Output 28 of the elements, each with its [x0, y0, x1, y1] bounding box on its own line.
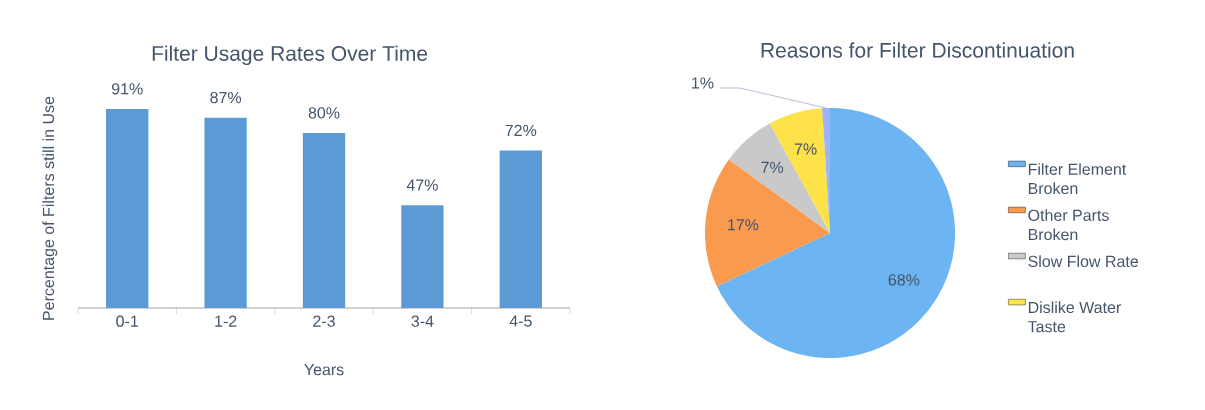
legend-label: Other Parts Broken — [1028, 209, 1109, 241]
bar — [499, 150, 542, 308]
bar — [401, 205, 444, 308]
data-label: 80% — [308, 107, 340, 119]
data-label: 7% — [761, 161, 784, 173]
data-label: 87% — [210, 91, 242, 104]
bar — [106, 109, 149, 308]
chart-title: Filter Usage Rates Over Time — [152, 45, 428, 66]
data-label: 47% — [406, 179, 438, 191]
x-tick-label: 0-1 — [116, 315, 138, 327]
x-tick-label: 3-4 — [411, 315, 434, 327]
legend-label: Slow Flow Rate — [1028, 255, 1139, 268]
legend-label: Filter Element Broken — [1028, 163, 1127, 195]
data-label: 72% — [505, 124, 537, 137]
data-label: 7% — [794, 143, 817, 155]
y-axis-title: Percentage of Filters still in Use — [42, 96, 58, 320]
data-label: 1% — [692, 77, 714, 89]
x-tick-label: 4-5 — [509, 315, 532, 327]
legend-label: Dislike Water Taste — [1027, 301, 1121, 333]
x-tick-label: 2-3 — [313, 315, 335, 327]
data-label: 68% — [888, 274, 920, 286]
bar — [204, 117, 247, 308]
x-tick-label: 1-2 — [215, 315, 237, 327]
bar — [302, 133, 346, 308]
data-label: 17% — [728, 219, 759, 231]
chart-title: Reasons for Filter Discontinuation — [761, 42, 1074, 58]
data-label: 91% — [111, 83, 143, 95]
x-axis-title: Years — [304, 364, 344, 376]
